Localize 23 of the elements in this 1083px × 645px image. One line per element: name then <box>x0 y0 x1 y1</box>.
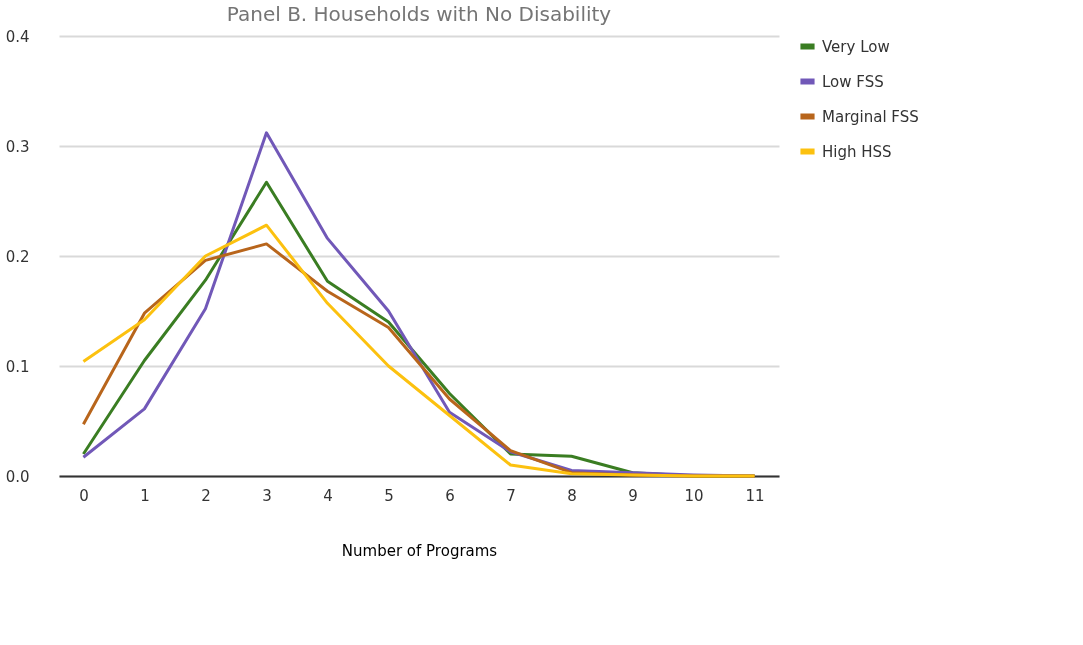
x-tick-label: 0 <box>79 486 89 505</box>
x-tick-label: 4 <box>323 486 333 505</box>
x-tick-label: 3 <box>262 486 272 505</box>
legend-label: High HSS <box>822 142 892 161</box>
x-tick-label: 2 <box>201 486 211 505</box>
y-tick-label: 0.1 <box>5 357 30 376</box>
legend-label: Low FSS <box>822 72 884 91</box>
y-tick-label: 0.4 <box>5 27 30 46</box>
chart-title: Panel B. Households with No Disability <box>226 2 612 26</box>
y-tick-label: 0.2 <box>5 247 30 266</box>
x-tick-label: 11 <box>745 486 765 505</box>
x-tick-label: 8 <box>567 486 577 505</box>
x-axis-title: Number of Programs <box>341 541 498 560</box>
x-tick-label: 9 <box>628 486 638 505</box>
legend-label: Very Low <box>822 37 890 56</box>
legend-label: Marginal FSS <box>822 107 919 126</box>
x-tick-label: 7 <box>506 486 516 505</box>
x-tick-label: 10 <box>684 486 704 505</box>
x-tick-label: 5 <box>384 486 394 505</box>
y-tick-label: 0.0 <box>5 467 30 486</box>
y-tick-label: 0.3 <box>5 137 30 156</box>
x-tick-label: 1 <box>140 486 150 505</box>
x-tick-label: 6 <box>445 486 455 505</box>
